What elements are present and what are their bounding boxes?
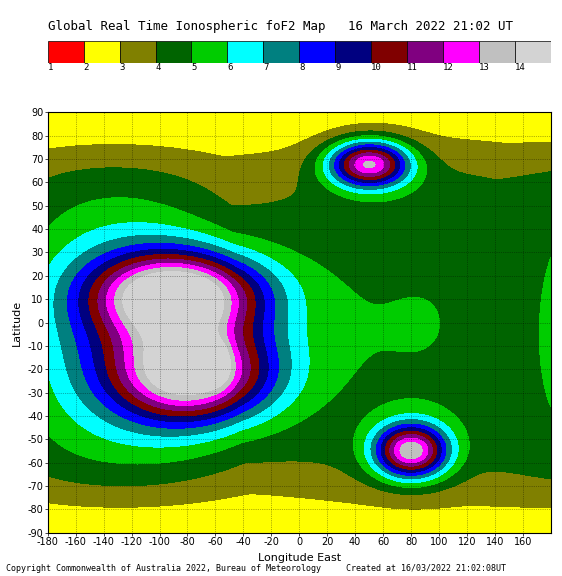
X-axis label: Longitude East: Longitude East xyxy=(258,552,341,563)
Text: 6: 6 xyxy=(228,63,233,73)
Text: 8: 8 xyxy=(299,63,305,73)
Y-axis label: Latitude: Latitude xyxy=(12,300,22,346)
Bar xyxy=(84,41,120,63)
Text: 13: 13 xyxy=(479,63,490,73)
Bar xyxy=(299,41,335,63)
Text: 3: 3 xyxy=(120,63,125,73)
Bar xyxy=(371,41,407,63)
Bar xyxy=(48,41,84,63)
Text: 1: 1 xyxy=(48,63,53,73)
Bar xyxy=(335,41,371,63)
Text: 14: 14 xyxy=(515,63,525,73)
Text: 12: 12 xyxy=(443,63,454,73)
Text: 9: 9 xyxy=(335,63,341,73)
Bar xyxy=(407,41,443,63)
Bar xyxy=(228,41,264,63)
Bar xyxy=(443,41,479,63)
Bar xyxy=(192,41,228,63)
Text: 11: 11 xyxy=(407,63,418,73)
Text: 2: 2 xyxy=(84,63,89,73)
Bar xyxy=(264,41,299,63)
Text: 7: 7 xyxy=(264,63,269,73)
Bar xyxy=(156,41,192,63)
Text: Copyright Commonwealth of Australia 2022, Bureau of Meteorology     Created at 1: Copyright Commonwealth of Australia 2022… xyxy=(6,564,506,573)
Bar xyxy=(515,41,551,63)
Text: 10: 10 xyxy=(371,63,382,73)
Text: 4: 4 xyxy=(156,63,161,73)
Bar xyxy=(479,41,515,63)
Text: 5: 5 xyxy=(192,63,197,73)
Bar xyxy=(120,41,156,63)
Text: Global Real Time Ionospheric foF2 Map   16 March 2022 21:02 UT: Global Real Time Ionospheric foF2 Map 16… xyxy=(48,20,514,33)
